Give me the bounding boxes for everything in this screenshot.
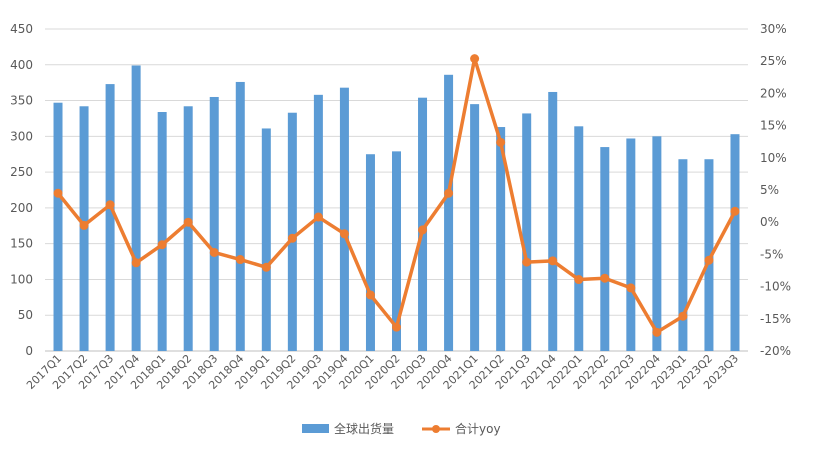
left-axis-tick-labels: 0 50 100 150 200 250 300 350 400 450: [10, 22, 33, 358]
bar: [418, 97, 428, 352]
right-tick-label: -5%: [760, 247, 783, 261]
bar: [287, 112, 297, 351]
yoy-point: [131, 258, 141, 268]
right-tick-label: -20%: [760, 344, 791, 358]
yoy-point: [600, 273, 610, 283]
yoy-point: [339, 229, 349, 239]
x-axis-category-labels: 2017Q12017Q22017Q32017Q42018Q12018Q22018…: [24, 352, 741, 392]
bar: [53, 102, 63, 351]
yoy-point: [418, 225, 428, 235]
bar: [131, 65, 141, 351]
left-tick-label: 0: [25, 344, 33, 358]
bar: [157, 112, 167, 351]
right-tick-label: 20%: [760, 86, 787, 100]
yoy-point: [652, 327, 662, 337]
yoy-point: [392, 322, 401, 332]
left-tick-label: 250: [10, 165, 33, 179]
bar: [105, 84, 115, 351]
right-tick-label: -10%: [760, 280, 791, 294]
right-tick-label: -15%: [760, 312, 791, 326]
yoy-point: [470, 54, 480, 64]
bar: [261, 128, 271, 351]
left-tick-label: 100: [10, 272, 33, 286]
legend-swatch-bar: [302, 424, 329, 433]
yoy-point: [209, 247, 219, 257]
bar: [574, 126, 584, 351]
bar: [678, 159, 688, 351]
left-tick-label: 150: [10, 237, 33, 251]
yoy-point: [574, 275, 584, 285]
yoy-point: [704, 255, 714, 265]
yoy-point: [235, 255, 245, 265]
right-tick-label: 5%: [760, 183, 779, 197]
yoy-point: [157, 240, 167, 250]
yoy-point: [730, 206, 740, 216]
yoy-point: [678, 311, 688, 321]
bar: [652, 136, 662, 351]
right-axis-tick-labels: -20% -15% -10% -5% 0% 5% 10% 15% 20% 25% 30%: [760, 22, 791, 358]
yoy-point: [522, 257, 532, 267]
yoy-point: [261, 262, 271, 272]
bar: [444, 74, 454, 351]
bar: [235, 81, 245, 351]
bar: [548, 91, 558, 352]
bar: [730, 134, 740, 351]
left-tick-label: 400: [10, 58, 33, 72]
bar: [392, 151, 401, 351]
yoy-point: [183, 217, 193, 227]
yoy-point: [444, 188, 454, 198]
bar: [600, 147, 610, 351]
yoy-point: [105, 200, 115, 210]
yoy-point: [496, 137, 506, 147]
yoy-point: [313, 212, 323, 222]
yoy-point: [53, 188, 63, 198]
legend: 全球出货量 合计yoy: [302, 421, 501, 436]
bar: [470, 104, 480, 351]
yoy-point: [365, 290, 375, 300]
yoy-point: [287, 233, 297, 243]
left-tick-label: 450: [10, 22, 33, 36]
bar: [704, 159, 714, 351]
left-tick-label: 200: [10, 201, 33, 215]
line-series-total-yoy: [53, 54, 740, 337]
legend-label-line: 合计yoy: [455, 421, 501, 436]
yoy-point: [626, 283, 636, 293]
bar: [496, 127, 506, 351]
bar: [209, 96, 219, 351]
bar: [365, 154, 375, 351]
left-tick-label: 300: [10, 129, 33, 143]
legend-label-bar: 全球出货量: [334, 421, 394, 436]
bar: [339, 87, 349, 352]
right-tick-label: 25%: [760, 54, 787, 68]
left-tick-label: 350: [10, 94, 33, 108]
yoy-point: [548, 256, 558, 266]
left-tick-label: 50: [18, 308, 33, 322]
bar: [183, 106, 193, 351]
right-tick-label: 10%: [760, 151, 787, 165]
right-tick-label: 0%: [760, 215, 779, 229]
right-tick-label: 15%: [760, 119, 787, 133]
bar: [313, 94, 323, 351]
bar: [522, 113, 532, 352]
legend-swatch-marker: [432, 425, 440, 433]
bar: [626, 138, 636, 351]
yoy-point: [79, 220, 89, 230]
bar-series-global-shipments: [53, 65, 740, 352]
right-tick-label: 30%: [760, 22, 787, 36]
